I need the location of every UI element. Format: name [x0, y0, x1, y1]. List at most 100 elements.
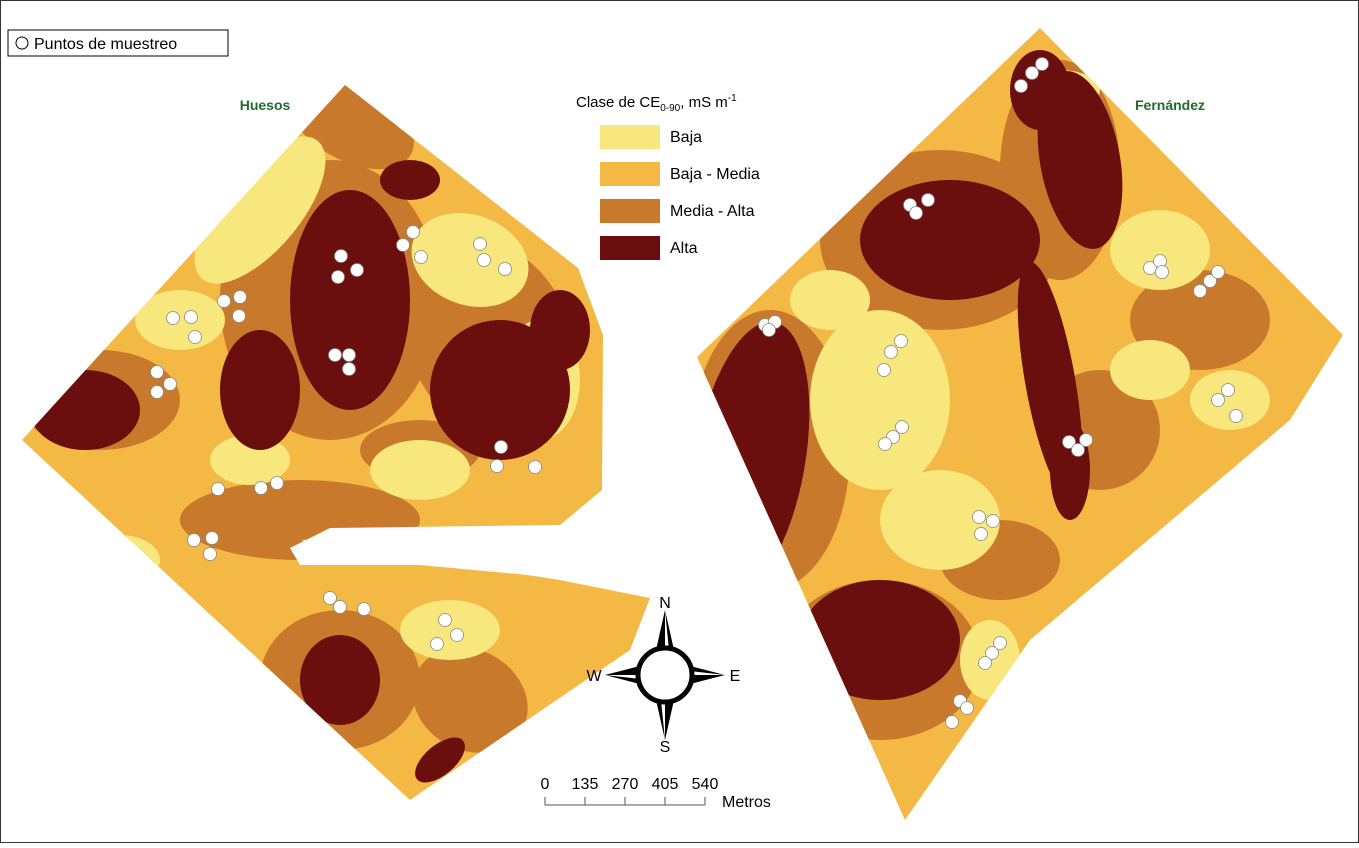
zone [220, 330, 300, 450]
sampling-point [1062, 435, 1076, 449]
scale-tick-label: 540 [692, 776, 719, 793]
legend-label: Baja [670, 129, 702, 146]
sampling-point [342, 348, 356, 362]
sampling-legend-box [7, 29, 229, 57]
sampling-point [430, 637, 444, 651]
sampling-point [438, 613, 452, 627]
sampling-point [211, 482, 225, 496]
sampling-point [1221, 383, 1235, 397]
zone [300, 635, 380, 725]
sampling-points [150, 57, 1243, 729]
sampling-point [972, 510, 986, 524]
sampling-point [974, 527, 988, 541]
sampling-point [254, 481, 268, 495]
legend-swatch [600, 199, 660, 223]
sampling-point [895, 420, 909, 434]
sampling-point [1035, 57, 1049, 71]
zone [1010, 50, 1070, 130]
zone [430, 320, 570, 460]
zone [880, 470, 1000, 570]
sampling-point [1155, 265, 1169, 279]
sampling-point [205, 531, 219, 545]
sampling-point [396, 238, 410, 252]
scale-tick-label: 270 [612, 776, 639, 793]
zone [135, 290, 225, 350]
sampling-point [1014, 79, 1028, 93]
legend-title-superscript: -1 [728, 93, 737, 104]
sampling-point [1211, 393, 1225, 407]
zone [370, 440, 470, 500]
zone [1110, 340, 1190, 400]
zone [1110, 210, 1210, 290]
sampling-point [1025, 66, 1039, 80]
legend-title-main: Clase de CE [576, 94, 660, 111]
sampling-point [960, 701, 974, 715]
sampling-point [494, 440, 508, 454]
sampling-point [150, 365, 164, 379]
sampling-point [986, 514, 1000, 528]
sampling-point [894, 334, 908, 348]
sampling-point [1229, 409, 1243, 423]
zone [400, 600, 500, 660]
zone [530, 290, 590, 370]
sampling-point [945, 715, 959, 729]
sampling-point [490, 459, 504, 473]
legend-title-unit: , mS m [680, 94, 728, 111]
legend: Baja Baja - Media Media - Alta Alta [600, 125, 760, 260]
sampling-point [331, 270, 345, 284]
scale-tick-label: 405 [652, 776, 679, 793]
sampling-point [232, 309, 246, 323]
sampling-point [150, 385, 164, 399]
sampling-point [334, 249, 348, 263]
zone [810, 310, 950, 490]
sampling-point [1211, 265, 1225, 279]
compass-south: S [660, 739, 671, 756]
sampling-point [762, 323, 776, 337]
sampling-point [166, 311, 180, 325]
sampling-point [985, 646, 999, 660]
sampling-point [877, 363, 891, 377]
legend-swatch [600, 236, 660, 260]
sampling-point [328, 348, 342, 362]
sampling-point [921, 193, 935, 207]
field-label: Fernández [1135, 97, 1205, 113]
sampling-point [1203, 274, 1217, 288]
sampling-point [884, 345, 898, 359]
scale-tick-label: 135 [572, 776, 599, 793]
sampling-point [414, 250, 428, 264]
compass-west: W [586, 668, 602, 685]
sampling-point [188, 330, 202, 344]
zone [800, 580, 960, 700]
gap [290, 525, 560, 578]
sampling-point [323, 591, 337, 605]
legend-label: Baja - Media [670, 166, 760, 183]
sampling-legend-symbol [15, 36, 29, 50]
zone [860, 180, 1040, 300]
sampling-point [217, 294, 231, 308]
sampling-point [1193, 284, 1207, 298]
sampling-point [270, 476, 284, 490]
sampling-point [473, 237, 487, 251]
sampling-point [333, 600, 347, 614]
sampling-point [350, 263, 364, 277]
legend-swatch [600, 125, 660, 149]
sampling-point [498, 262, 512, 276]
sampling-point [357, 602, 371, 616]
sampling-point [203, 547, 217, 561]
zone [415, 737, 465, 783]
sampling-point [909, 206, 923, 220]
sampling-point [1079, 433, 1093, 447]
compass: N S E W [586, 595, 740, 756]
legend-label: Media - Alta [670, 203, 755, 220]
sampling-point [163, 377, 177, 391]
sampling-point [528, 460, 542, 474]
field-label: Huesos [240, 97, 291, 113]
sampling-point [993, 636, 1007, 650]
sampling-legend-label: Puntos de muestreo [34, 36, 177, 53]
legend-swatch [600, 162, 660, 186]
zone [411, 212, 529, 308]
compass-north: N [659, 595, 671, 612]
sampling-point [477, 253, 491, 267]
